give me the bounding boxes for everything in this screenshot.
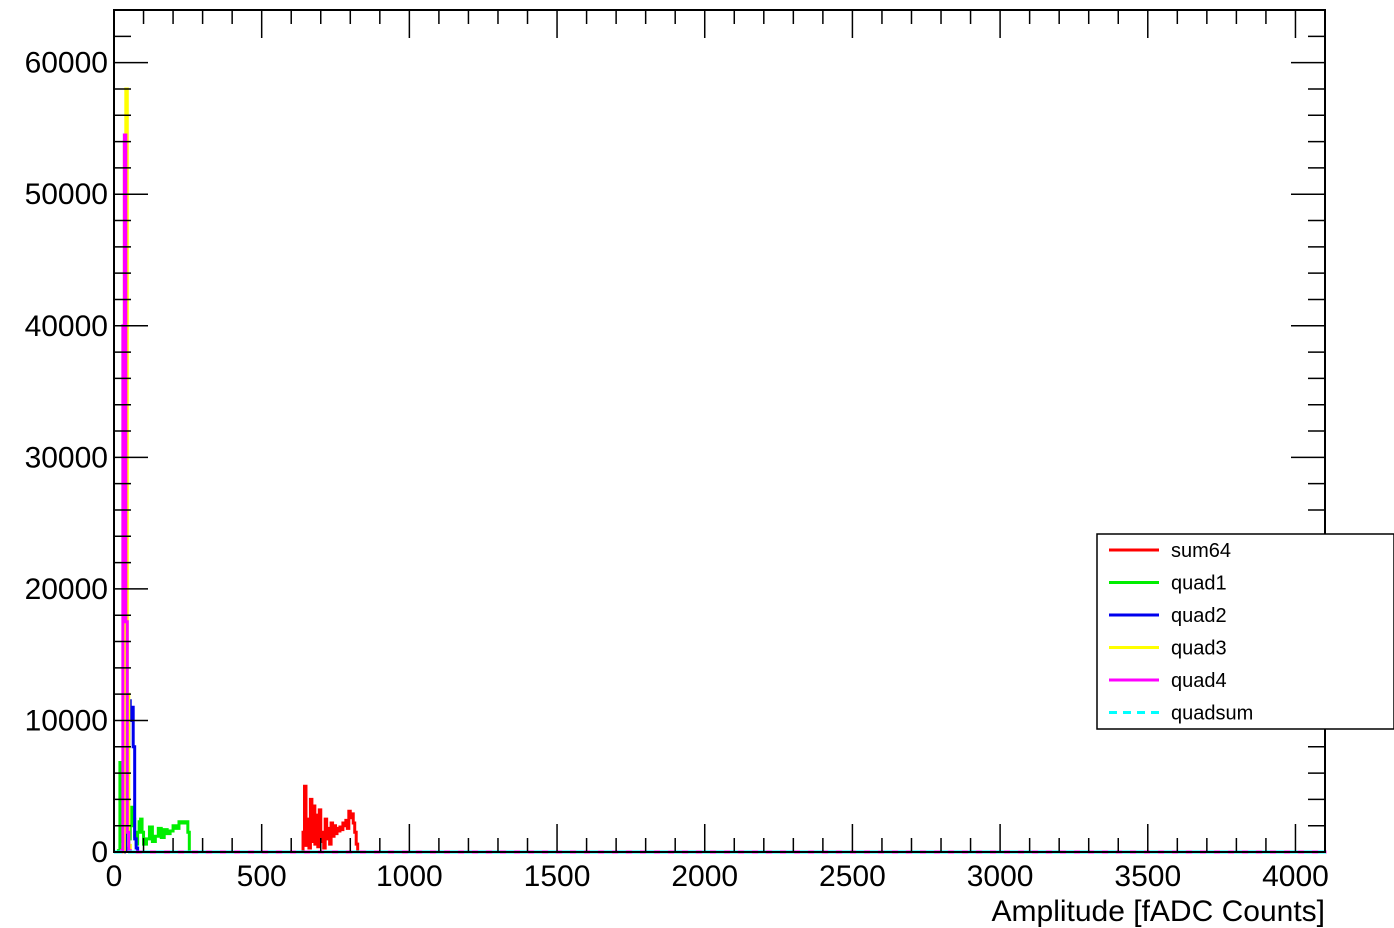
y-tick-label: 60000 — [25, 47, 108, 80]
x-tick-label: 500 — [237, 860, 287, 893]
y-axis-tick-labels: 0 10000 20000 30000 40000 50000 60000 — [25, 47, 108, 869]
x-tick-label: 3500 — [1114, 860, 1181, 893]
x-tick-label: 2000 — [671, 860, 738, 893]
y-tick-label: 10000 — [25, 704, 108, 737]
x-tick-label: 1000 — [376, 860, 443, 893]
x-tick-label: 0 — [106, 860, 123, 893]
legend-label-quad2: quad2 — [1171, 605, 1227, 627]
y-tick-label: 30000 — [25, 441, 108, 474]
x-tick-label: 1500 — [524, 860, 591, 893]
x-tick-label: 3000 — [967, 860, 1034, 893]
y-tick-label: 0 — [91, 836, 108, 869]
x-axis-title: Amplitude [fADC Counts] — [992, 895, 1325, 928]
y-tick-label: 50000 — [25, 178, 108, 211]
x-tick-label: 4000 — [1262, 860, 1329, 893]
legend-label-quad3: quad3 — [1171, 638, 1227, 660]
x-axis-tick-labels: 0 500 1000 1500 2000 2500 3000 3500 4000 — [106, 860, 1329, 893]
x-tick-label: 2500 — [819, 860, 886, 893]
series-sum64 — [300, 784, 1327, 854]
legend-box — [1096, 533, 1394, 730]
legend-label-quadsum: quadsum — [1171, 703, 1253, 725]
y-tick-label: 20000 — [25, 573, 108, 606]
x-axis-ticks — [113, 10, 1326, 852]
legend-label-quad4: quad4 — [1171, 670, 1227, 692]
legend-label-sum64: sum64 — [1171, 540, 1231, 562]
y-tick-label: 40000 — [25, 310, 108, 343]
legend: sum64 quad1 quad2 quad3 quad4 quadsum — [1096, 533, 1394, 730]
y-axis-ticks — [114, 9, 1325, 853]
legend-label-quad1: quad1 — [1171, 573, 1227, 595]
